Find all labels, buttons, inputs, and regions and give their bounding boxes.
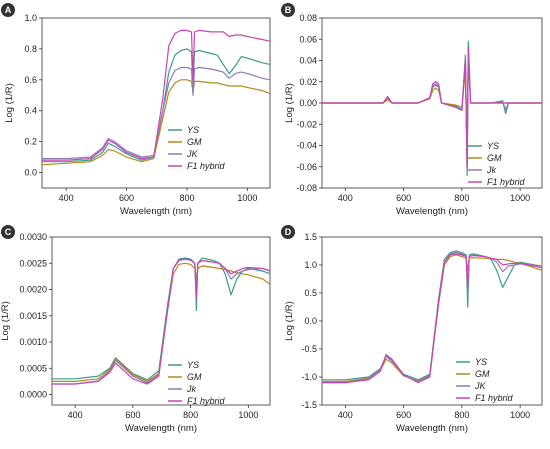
legend-label: GM (187, 137, 202, 147)
y-tick-label: 0.0 (304, 316, 317, 326)
y-tick-label: 0.0030 (19, 232, 47, 242)
panel-d: 400 600 800 1000 1.5 1.0 0.5 0.0 -0.5 -1.0 -1.5 Wav… (281, 225, 543, 434)
x-tick-label: 1000 (237, 193, 257, 203)
x-tick-label: 600 (396, 193, 411, 203)
y-tick-label: -0.5 (301, 344, 317, 354)
y-axis-label: Log (1/R) (4, 83, 15, 123)
y-tick-label: -1.5 (301, 400, 317, 410)
x-tick-label: 400 (338, 410, 353, 420)
legend-label: F1 hybrid (187, 396, 226, 406)
y-tick-label: 0.0 (24, 168, 37, 178)
x-tick-label: 400 (59, 193, 74, 203)
y-tick-label: 0.0005 (19, 363, 47, 373)
y-axis-label: Log (1/R) (284, 83, 295, 123)
y-tick-label: 0.8 (24, 44, 37, 54)
legend-label: YS (187, 360, 199, 370)
series-line (42, 48, 271, 163)
panel-c: 400 600 800 1000 0.0030 0.0025 0.0020 0.0015 0.0… (0, 225, 271, 434)
panel-b: 400 600 800 1000 0.08 0.06 0.04 0.02 0.00 -0.02 -0… (281, 3, 543, 217)
series-line (42, 66, 271, 160)
panel-label-badge (1, 225, 15, 239)
y-tick-label: 0.04 (299, 56, 317, 66)
legend-label: YS (187, 125, 199, 135)
series-line (52, 258, 271, 385)
x-tick-label: 1000 (238, 410, 258, 420)
x-tick-label: 400 (338, 193, 353, 203)
panel-a: 400 600 800 1000 0.0 0.2 0.4 0.6 0.8 1.0 Wavelengt… (1, 3, 271, 217)
plot-frame (51, 236, 271, 406)
x-axis-label: Wavelength (nm) (125, 423, 197, 434)
y-tick-label: 0.00 (299, 98, 317, 108)
x-tick-label: 800 (183, 410, 198, 420)
y-tick-label: 0.0000 (19, 390, 47, 400)
y-tick-label: 1.0 (24, 13, 37, 23)
series-line (42, 29, 271, 161)
legend-label: YS (475, 357, 487, 367)
x-tick-label: 600 (396, 410, 411, 420)
y-axis-label: Log (1/R) (0, 301, 11, 341)
y-tick-label: -0.04 (296, 141, 317, 151)
y-tick-label: -1.0 (301, 372, 317, 382)
legend-label: GM (487, 153, 502, 163)
legend-label: JK (186, 149, 199, 159)
series-line (41, 79, 271, 166)
legend-label: F1 hybrid (487, 177, 526, 187)
panel-label: A (5, 5, 12, 15)
series-line (322, 40, 542, 176)
y-tick-label: 0.4 (24, 106, 37, 116)
x-axis-label: Wavelength (nm) (396, 206, 468, 217)
plot-frame (41, 17, 271, 189)
x-tick-label: 800 (454, 193, 469, 203)
series-line (322, 47, 542, 170)
series-line (322, 254, 543, 383)
x-tick-label: 800 (179, 193, 194, 203)
legend-label: F1 hybrid (475, 393, 514, 403)
x-axis-label: Wavelength (nm) (120, 206, 192, 217)
series-line (322, 252, 543, 384)
x-tick-label: 1000 (510, 410, 530, 420)
x-tick-label: 600 (125, 410, 140, 420)
panel-label-badge (1, 3, 15, 17)
y-tick-label: -0.02 (296, 119, 317, 129)
panel-label: C (5, 227, 12, 237)
legend-label: Jk (486, 165, 497, 175)
y-tick-label: 0.6 (24, 75, 37, 85)
legend-label: YS (487, 141, 499, 151)
y-axis-label: Log (1/R) (284, 301, 295, 341)
y-tick-label: 0.2 (24, 137, 37, 147)
x-tick-label: 400 (68, 410, 83, 420)
series-line (322, 253, 543, 384)
y-tick-label: 0.0025 (19, 258, 47, 268)
series-line (322, 59, 542, 157)
y-tick-label: 0.06 (299, 34, 317, 44)
y-tick-label: 0.0015 (19, 311, 47, 321)
y-tick-label: 0.02 (299, 77, 317, 87)
legend-label: Jk (186, 384, 197, 394)
y-tick-label: 1.5 (304, 232, 317, 242)
series-line (52, 257, 271, 381)
legend-label: F1 hybrid (187, 161, 226, 171)
legend-label: GM (475, 369, 490, 379)
series-line (322, 49, 542, 168)
panel-label: B (285, 5, 292, 15)
legend-label: JK (474, 381, 487, 391)
y-tick-label: 0.0020 (19, 285, 47, 295)
x-tick-label: 1000 (510, 193, 530, 203)
y-tick-label: -0.06 (296, 162, 317, 172)
panel-label-badge (281, 225, 295, 239)
x-tick-label: 800 (454, 410, 469, 420)
x-axis-label: Wavelength (nm) (396, 423, 468, 434)
x-tick-label: 600 (119, 193, 134, 203)
y-tick-label: 0.0010 (19, 337, 47, 347)
y-tick-label: 0.5 (304, 288, 317, 298)
y-tick-label: 1.0 (304, 260, 317, 270)
panel-label: D (285, 227, 292, 237)
y-tick-label: -0.08 (296, 183, 317, 193)
legend-label: GM (187, 372, 202, 382)
panel-label-badge (281, 3, 295, 17)
y-tick-label: 0.08 (299, 13, 317, 23)
